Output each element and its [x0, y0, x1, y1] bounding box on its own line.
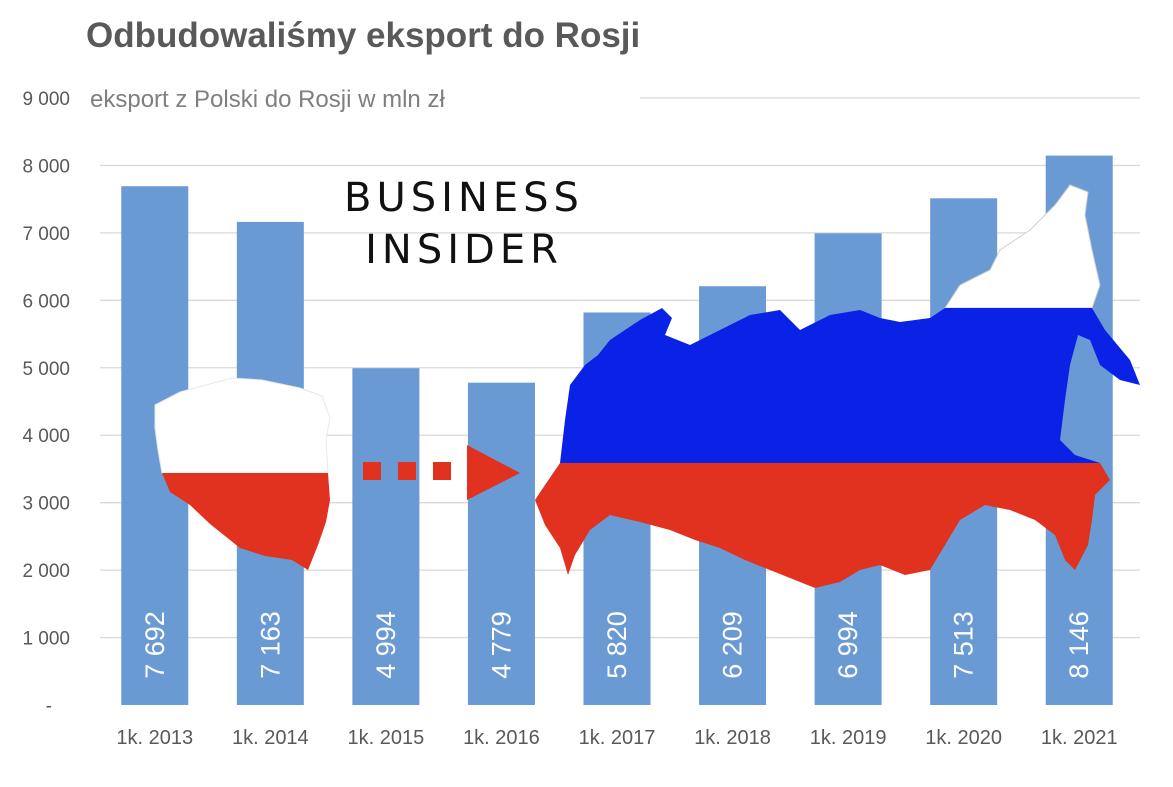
y-tick-label: 5 000: [22, 359, 70, 380]
y-axis-ticks: - 1 000 2 000 3 000 4 000 5 000 6 000 7 000 8 00…: [22, 89, 70, 717]
x-axis-ticks: 1k. 2013 1k. 2014 1k. 2015 1k. 2016 1k. 2017…: [116, 727, 1117, 749]
russia-map-icon: [535, 184, 1140, 588]
data-label: 8 146: [1064, 611, 1094, 679]
value-labels: 7 692 7 163 4 994 4 779 5 820 6 209 6 994 7 513…: [140, 611, 1094, 679]
y-tick-label: 7 000: [22, 224, 70, 245]
data-label: 7 692: [140, 611, 170, 679]
y-tick-label: -: [46, 696, 52, 717]
data-label: 6 994: [833, 611, 863, 679]
data-label: 4 779: [486, 611, 516, 679]
chart-title: Odbudowaliśmy eksport do Rosji: [86, 16, 641, 55]
data-label: 5 820: [602, 611, 632, 679]
x-tick-label: 1k. 2020: [925, 727, 1002, 749]
poland-map-icon: [154, 377, 331, 570]
y-tick-label: 1 000: [22, 629, 70, 650]
brand-logo: BUSINESS INSIDER: [342, 172, 586, 276]
y-tick-label: 4 000: [22, 426, 70, 447]
x-tick-label: 1k. 2017: [579, 727, 656, 749]
arrow-icon: [363, 445, 520, 500]
x-tick-label: 1k. 2015: [348, 727, 425, 749]
x-tick-label: 1k. 2021: [1041, 727, 1118, 749]
data-label: 4 994: [371, 611, 401, 679]
brand-line-2: INSIDER: [365, 227, 563, 273]
y-tick-label: 2 000: [22, 561, 70, 582]
x-tick-label: 1k. 2014: [232, 727, 309, 749]
x-tick-label: 1k. 2016: [463, 727, 540, 749]
data-label: 7 163: [255, 611, 285, 679]
y-tick-label: 3 000: [22, 494, 70, 515]
brand-line-1: BUSINESS: [344, 175, 584, 221]
y-tick-label: 9 000: [22, 89, 70, 110]
data-label: 6 209: [718, 611, 748, 679]
data-label: 7 513: [949, 611, 979, 679]
bar: [352, 368, 420, 705]
y-tick-label: 6 000: [22, 291, 70, 312]
x-tick-label: 1k. 2019: [810, 727, 887, 749]
x-tick-label: 1k. 2018: [694, 727, 771, 749]
bar: [467, 382, 535, 705]
y-tick-label: 8 000: [22, 156, 70, 177]
x-tick-label: 1k. 2013: [116, 727, 193, 749]
chart-subtitle: eksport z Polski do Rosji w mln zł: [90, 86, 445, 113]
